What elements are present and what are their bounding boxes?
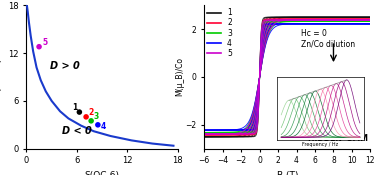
Text: 4: 4 [101,122,105,131]
Text: 2: 2 [88,108,94,117]
Point [76,111,82,113]
Point [95,123,101,126]
Point [88,120,94,122]
Y-axis label: S(TPR-6): S(TPR-6) [0,58,3,96]
Point [36,45,42,48]
Text: 1: 1 [72,103,77,112]
Text: Hc = 0
Zn/Co dilution: Hc = 0 Zn/Co dilution [301,29,355,49]
Text: 3: 3 [94,112,99,121]
Y-axis label: M(μ_B)/Co: M(μ_B)/Co [175,58,184,96]
X-axis label: S(OC-6): S(OC-6) [85,171,119,175]
Text: HIDDEN  SMM: HIDDEN SMM [308,134,368,143]
Text: 5: 5 [42,38,48,47]
Point [83,116,89,118]
Text: D < 0: D < 0 [62,126,91,136]
X-axis label: B (T): B (T) [277,171,298,175]
Legend: 1, 2, 3, 4, 5: 1, 2, 3, 4, 5 [206,8,233,59]
Text: D > 0: D > 0 [50,61,80,71]
